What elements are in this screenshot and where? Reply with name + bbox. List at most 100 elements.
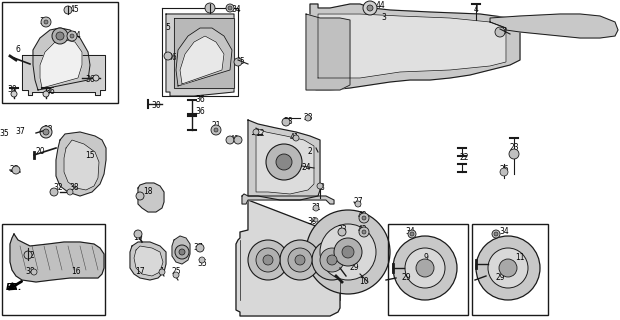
Circle shape (70, 34, 74, 38)
Circle shape (355, 201, 361, 207)
Polygon shape (138, 183, 164, 212)
Text: 34: 34 (71, 31, 81, 41)
Text: 1: 1 (159, 268, 164, 276)
Circle shape (266, 144, 302, 180)
Text: 2: 2 (308, 148, 312, 156)
Circle shape (327, 255, 337, 265)
Circle shape (408, 230, 416, 238)
Text: 38: 38 (25, 268, 35, 276)
Text: 37: 37 (15, 127, 25, 137)
Text: 34: 34 (499, 228, 509, 236)
Text: 29: 29 (401, 274, 411, 283)
Circle shape (306, 210, 390, 294)
Text: 33: 33 (337, 226, 347, 235)
Circle shape (179, 249, 185, 255)
Text: 18: 18 (143, 188, 153, 196)
Text: 29: 29 (337, 247, 347, 257)
Circle shape (282, 118, 290, 126)
Circle shape (44, 20, 48, 24)
Polygon shape (64, 140, 99, 190)
Text: 35: 35 (0, 129, 9, 138)
Circle shape (476, 236, 540, 300)
Text: 11: 11 (515, 253, 525, 262)
Text: 17: 17 (135, 268, 145, 276)
Text: 31: 31 (311, 204, 321, 212)
Circle shape (293, 135, 299, 141)
Bar (2, 2, 118, 103)
Circle shape (494, 232, 498, 236)
Circle shape (226, 4, 234, 12)
Circle shape (93, 75, 99, 81)
Polygon shape (236, 200, 340, 316)
Circle shape (288, 248, 312, 272)
Text: 36: 36 (195, 95, 205, 105)
Text: 29: 29 (349, 263, 359, 273)
Polygon shape (318, 14, 506, 78)
Text: 38: 38 (69, 183, 79, 193)
Circle shape (214, 128, 218, 132)
Polygon shape (176, 28, 232, 86)
Text: 28: 28 (303, 114, 312, 123)
Text: 34: 34 (39, 18, 49, 27)
Text: 45: 45 (69, 5, 79, 14)
Text: 25: 25 (171, 268, 181, 276)
Circle shape (41, 17, 51, 27)
Circle shape (136, 192, 144, 200)
Circle shape (43, 129, 49, 135)
Text: 45: 45 (235, 58, 245, 67)
Text: 5: 5 (166, 23, 171, 33)
Circle shape (56, 32, 64, 40)
Circle shape (342, 246, 354, 258)
Circle shape (314, 218, 318, 222)
Circle shape (320, 248, 344, 272)
Text: 35: 35 (197, 259, 207, 268)
Polygon shape (242, 194, 334, 204)
Text: 25: 25 (9, 165, 19, 174)
Text: 41: 41 (289, 133, 299, 142)
Circle shape (164, 52, 172, 60)
Circle shape (410, 232, 414, 236)
Text: 37: 37 (193, 244, 203, 252)
Circle shape (43, 91, 49, 97)
Circle shape (67, 31, 77, 41)
Text: FR.: FR. (6, 283, 22, 292)
Circle shape (12, 166, 20, 174)
Circle shape (393, 236, 457, 300)
Polygon shape (172, 236, 190, 264)
Text: 29: 29 (495, 274, 505, 283)
Text: 27: 27 (353, 197, 363, 206)
Circle shape (280, 240, 320, 280)
Text: 26: 26 (499, 165, 509, 174)
Circle shape (500, 168, 508, 176)
Text: 36: 36 (195, 108, 205, 116)
Circle shape (338, 228, 346, 236)
Polygon shape (56, 132, 106, 196)
Text: 21: 21 (211, 122, 221, 131)
Polygon shape (256, 128, 314, 194)
Circle shape (305, 115, 311, 121)
Circle shape (11, 91, 17, 97)
Polygon shape (33, 28, 90, 90)
Circle shape (24, 251, 32, 259)
Circle shape (234, 136, 242, 144)
Text: 14: 14 (175, 247, 185, 257)
Text: 34: 34 (405, 228, 415, 236)
Circle shape (50, 188, 58, 196)
Text: 24: 24 (301, 164, 311, 172)
Circle shape (495, 27, 505, 37)
Polygon shape (248, 120, 320, 200)
Bar (472, 224, 548, 315)
Bar (388, 224, 468, 315)
Text: 15: 15 (85, 150, 95, 159)
Text: 7: 7 (210, 5, 215, 14)
Text: 20: 20 (35, 148, 45, 156)
Polygon shape (10, 234, 104, 282)
Text: 23: 23 (509, 143, 519, 153)
Circle shape (334, 238, 362, 266)
Polygon shape (40, 40, 82, 88)
Circle shape (211, 125, 221, 135)
Text: 40: 40 (229, 135, 239, 145)
Circle shape (64, 6, 72, 14)
Circle shape (52, 28, 68, 44)
Circle shape (173, 272, 179, 278)
